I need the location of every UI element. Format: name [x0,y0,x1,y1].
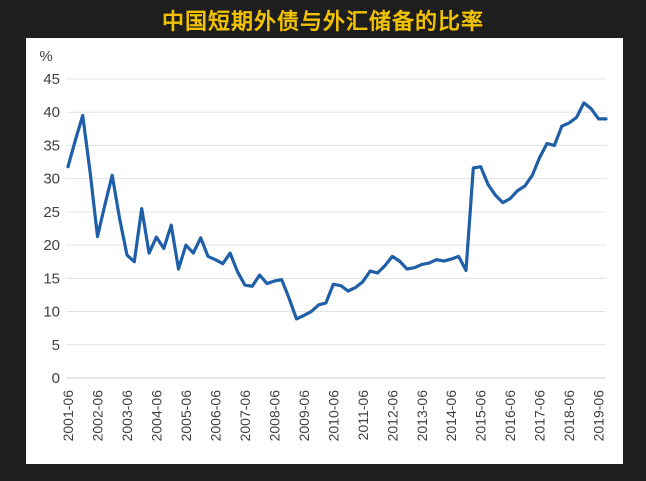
chart-panel: 0 5 10 15 20 25 30 35 40 45 2001-06 2002-06 2003-06… [26,38,623,464]
y-tick-label: 45 [43,71,60,88]
x-tick-label: 2016-06 [502,390,518,442]
x-tick-label: 2018-06 [561,390,577,442]
x-tick-label: 2009-06 [296,390,312,442]
x-tick-label: 2004-06 [148,390,164,442]
y-tick-label: 0 [52,370,60,387]
x-tick-label: 2002-06 [89,390,105,442]
x-tick-label: 2005-06 [178,390,194,442]
gridlines [66,78,606,379]
y-tick-label: 20 [43,237,60,254]
y-axis-ticks: 0 5 10 15 20 25 30 35 40 45 [43,71,60,387]
line-chart: 0 5 10 15 20 25 30 35 40 45 2001-06 2002-06 2003-06… [39,48,608,442]
chart-title: 中国短期外债与外汇储备的比率 [161,10,484,35]
series-line [66,101,608,321]
x-tick-label: 2012-06 [384,390,400,442]
y-tick-label: 30 [43,171,60,188]
x-tick-label: 2015-06 [473,390,489,442]
y-axis-unit-label: % [39,48,52,65]
x-tick-label: 2007-06 [237,390,253,442]
x-tick-label: 2011-06 [355,390,371,441]
y-tick-label: 35 [43,137,60,154]
y-tick-label: 10 [43,304,60,321]
y-tick-label: 5 [52,337,60,354]
x-tick-label: 2019-06 [591,390,607,442]
y-tick-label: 15 [43,270,60,287]
x-axis-ticks: 2001-06 2002-06 2003-06 2004-06 2005-06 2006-… [60,390,607,442]
x-tick-label: 2017-06 [532,390,548,442]
y-tick-label: 25 [43,204,60,221]
x-tick-label: 2013-06 [414,390,430,442]
x-tick-label: 2014-06 [443,390,459,442]
x-tick-label: 2001-06 [60,390,76,442]
x-tick-label: 2003-06 [119,390,135,442]
x-tick-label: 2006-06 [207,390,223,442]
x-tick-label: 2008-06 [266,390,282,442]
y-tick-label: 40 [43,104,60,121]
series-lines [66,101,608,321]
x-tick-label: 2010-06 [325,390,341,442]
